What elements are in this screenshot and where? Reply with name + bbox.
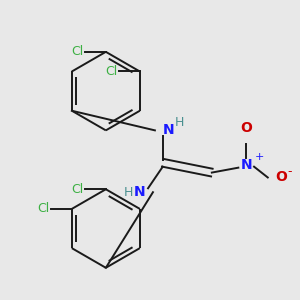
Text: O: O: [240, 121, 252, 135]
Text: N: N: [163, 123, 174, 137]
Text: H: H: [175, 116, 184, 129]
Text: H: H: [124, 186, 133, 199]
Text: Cl: Cl: [71, 183, 83, 196]
Text: Cl: Cl: [37, 202, 49, 215]
Text: O: O: [276, 170, 287, 184]
Text: N: N: [134, 185, 145, 199]
Text: Cl: Cl: [105, 65, 117, 78]
Text: +: +: [255, 152, 264, 162]
Text: Cl: Cl: [71, 45, 83, 58]
Text: N: N: [240, 158, 252, 172]
Text: -: -: [287, 165, 292, 178]
